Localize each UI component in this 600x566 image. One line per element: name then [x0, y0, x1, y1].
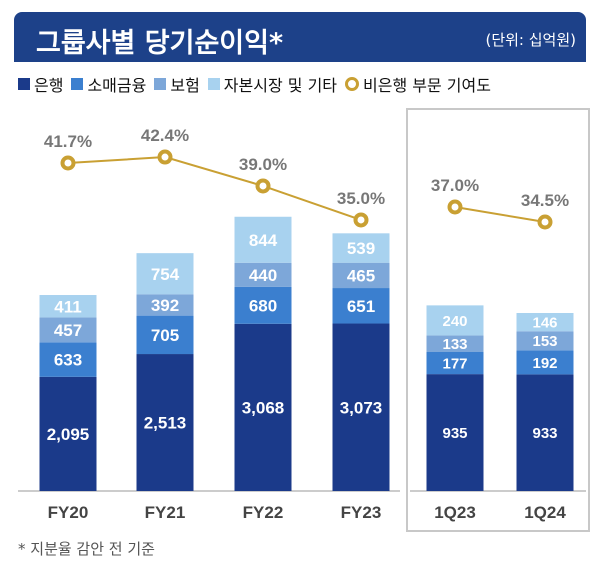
data-label: 146: [532, 315, 557, 332]
bar-segment: [234, 286, 292, 324]
line-point: [60, 155, 76, 171]
bar-segment: [136, 253, 194, 295]
legend-swatch: [154, 78, 167, 90]
line-point: [353, 212, 369, 228]
data-label: 705: [151, 326, 179, 345]
title-bar: 그룹사별 당기순이익* (단위: 십억원): [14, 12, 586, 62]
data-label: 935: [442, 425, 467, 442]
line-point: [447, 199, 463, 215]
line-label: 35.0%: [337, 189, 385, 208]
data-label: 192: [532, 355, 557, 372]
data-label: 633: [54, 351, 82, 370]
x-tick-label: 1Q24: [524, 503, 566, 522]
legend-marker: [345, 77, 360, 91]
bar-segment: [39, 295, 97, 318]
bar-segment: [136, 354, 194, 491]
data-label: 933: [532, 425, 557, 442]
legend-item-bank: 은행: [18, 72, 63, 96]
line-label: 39.0%: [239, 155, 287, 174]
bar-segment: [332, 323, 390, 491]
bar-segment: [426, 352, 484, 375]
bar-segment: [136, 315, 194, 355]
data-label: 2,513: [144, 414, 187, 433]
legend-label: 은행: [34, 76, 64, 95]
data-label: 539: [347, 239, 375, 258]
line-series: [67, 156, 362, 221]
data-label: 3,068: [242, 399, 285, 418]
line-series: [454, 206, 546, 223]
legend-label: 비은행 부문 기여도: [363, 76, 491, 95]
bar-segment: [332, 288, 390, 324]
legend-item-retail: 소매금융: [71, 72, 146, 96]
x-tick-label: FY21: [145, 503, 186, 522]
legend-item-capital: 자본시장 및 기타: [207, 72, 338, 96]
line-label: 37.0%: [431, 176, 479, 195]
bar-segment: [516, 374, 574, 491]
data-label: 680: [249, 296, 277, 315]
bar-segment: [39, 317, 97, 343]
data-label: 240: [442, 313, 467, 330]
bar-segment: [332, 233, 390, 263]
legend-swatch: [18, 78, 30, 90]
bar-segment: [39, 376, 97, 491]
data-label: 177: [442, 355, 467, 372]
data-label: 844: [249, 231, 278, 250]
bar-segment: [234, 262, 292, 287]
line-label: 41.7%: [44, 132, 92, 151]
x-tick-label: FY22: [243, 503, 284, 522]
bar-segment: [516, 350, 574, 375]
data-label: 3,073: [340, 398, 383, 417]
line-label: 34.5%: [521, 191, 569, 210]
legend-item-insurance: 보험: [154, 72, 200, 96]
bar-segment: [426, 335, 484, 352]
bar-segment: [234, 216, 292, 263]
bar-segment: [136, 294, 194, 316]
line-label: 42.4%: [141, 126, 189, 145]
bar-segment: [426, 305, 484, 336]
data-label: 754: [151, 265, 180, 284]
data-label: 465: [347, 266, 375, 285]
legend: 은행 소매금융 보험 자본시장 및 기타 비은행 부문 기여도: [18, 72, 491, 96]
chart-title: 그룹사별 당기순이익*: [36, 28, 284, 59]
bar-segment: [516, 331, 574, 351]
data-label: 133: [442, 336, 467, 353]
data-label: 2,095: [47, 425, 90, 444]
line-point: [157, 149, 173, 165]
legend-label: 자본시장 및 기타: [223, 76, 338, 95]
bar-segment: [332, 262, 390, 289]
legend-swatch: [71, 78, 84, 90]
data-label: 392: [151, 296, 179, 315]
legend-item-nonbank: 비은행 부문 기여도: [345, 72, 491, 96]
quarterly-panel: [406, 108, 590, 532]
data-label: 440: [249, 266, 277, 285]
data-label: 153: [532, 333, 557, 350]
data-label: 411: [54, 297, 81, 316]
data-label: 651: [347, 297, 375, 316]
data-label: 457: [54, 321, 82, 340]
line-point: [537, 214, 553, 230]
footnote: * 지분율 감안 전 기준: [18, 540, 155, 558]
x-tick-label: FY23: [341, 503, 382, 522]
bar-segment: [426, 374, 484, 491]
x-tick-label: 1Q23: [434, 503, 476, 522]
bar-segment: [234, 323, 292, 491]
legend-label: 소매금융: [87, 76, 147, 95]
line-point: [255, 178, 271, 194]
bar-segment: [516, 313, 574, 332]
legend-label: 보험: [170, 76, 200, 95]
legend-swatch: [207, 78, 220, 90]
unit-label: (단위: 십억원): [485, 31, 576, 49]
x-tick-label: FY20: [48, 503, 89, 522]
bar-segment: [39, 342, 97, 377]
